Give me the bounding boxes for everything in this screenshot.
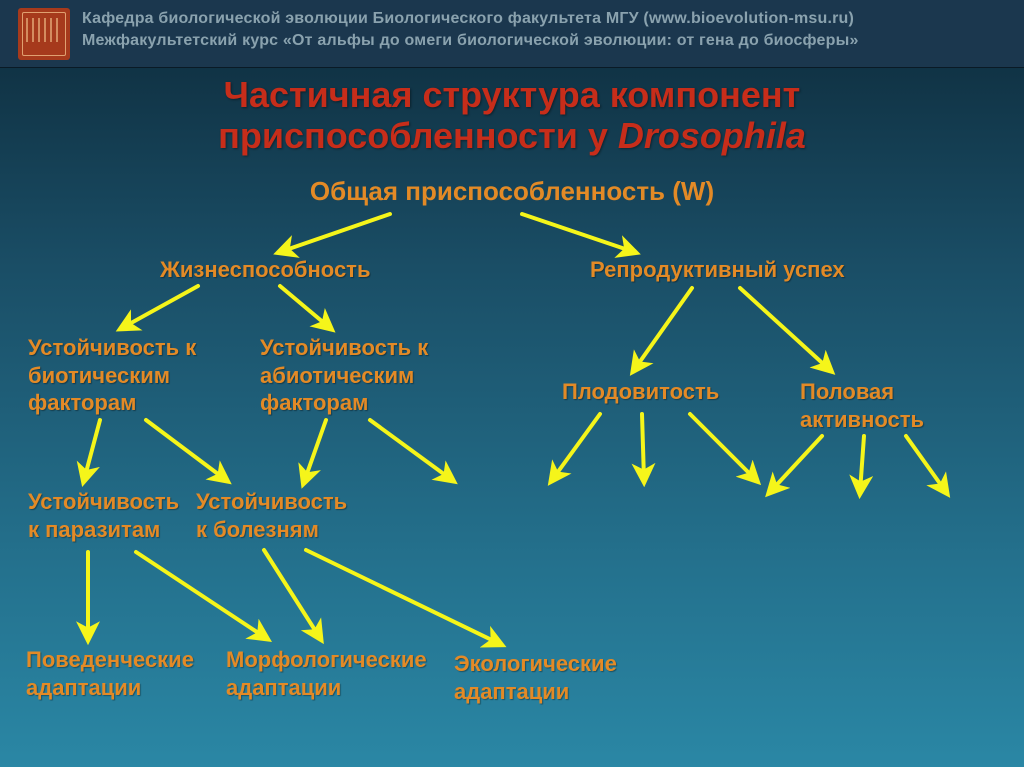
- header-line-2: Межфакультетский курс «От альфы до омеги…: [82, 30, 859, 52]
- slide-title: Частичная структура компонент приспособл…: [0, 74, 1024, 157]
- logo-icon: [18, 8, 70, 60]
- node-fecundity: Плодовитость: [562, 378, 719, 406]
- header-line-1: Кафедра биологической эволюции Биологиче…: [82, 8, 859, 30]
- arrow-13: [770, 436, 822, 492]
- node-ecological: Экологическиеадаптации: [454, 650, 617, 705]
- arrow-6: [84, 420, 100, 480]
- arrow-2: [122, 286, 198, 328]
- arrow-10: [552, 414, 600, 480]
- node-abiotic: Устойчивость кабиотическимфакторам: [260, 334, 428, 417]
- slide: Кафедра биологической эволюции Биологиче…: [0, 0, 1024, 767]
- arrow-9: [370, 420, 452, 480]
- arrow-11: [642, 414, 644, 480]
- arrow-3: [280, 286, 330, 328]
- arrow-19: [306, 550, 500, 644]
- node-diseases: Устойчивостьк болезням: [196, 488, 347, 543]
- title-line-2a: приспособленности у: [218, 115, 618, 156]
- arrow-8: [304, 420, 326, 482]
- node-sexual: Половаяактивность: [800, 378, 924, 433]
- arrow-1: [522, 214, 634, 252]
- title-line-1: Частичная структура компонент: [224, 74, 801, 115]
- node-biotic: Устойчивость кбиотическимфакторам: [28, 334, 196, 417]
- node-parasites: Устойчивостьк паразитам: [28, 488, 179, 543]
- arrow-17: [136, 552, 266, 638]
- root-node: Общая приспособленность (W): [0, 176, 1024, 207]
- arrow-14: [860, 436, 864, 492]
- node-behavioral: Поведенческиеадаптации: [26, 646, 194, 701]
- node-repro: Репродуктивный успех: [590, 256, 845, 284]
- node-morphological: Морфологическиеадаптации: [226, 646, 427, 701]
- header-bar: Кафедра биологической эволюции Биологиче…: [0, 0, 1024, 68]
- arrow-18: [264, 550, 320, 638]
- arrow-5: [740, 288, 830, 370]
- header-text: Кафедра биологической эволюции Биологиче…: [82, 8, 859, 51]
- arrow-4: [634, 288, 692, 370]
- node-viability: Жизнеспособность: [160, 256, 370, 284]
- arrow-12: [690, 414, 756, 480]
- title-line-2b: Drosophila: [618, 115, 806, 156]
- arrow-15: [906, 436, 946, 492]
- arrow-0: [280, 214, 390, 252]
- arrow-7: [146, 420, 226, 480]
